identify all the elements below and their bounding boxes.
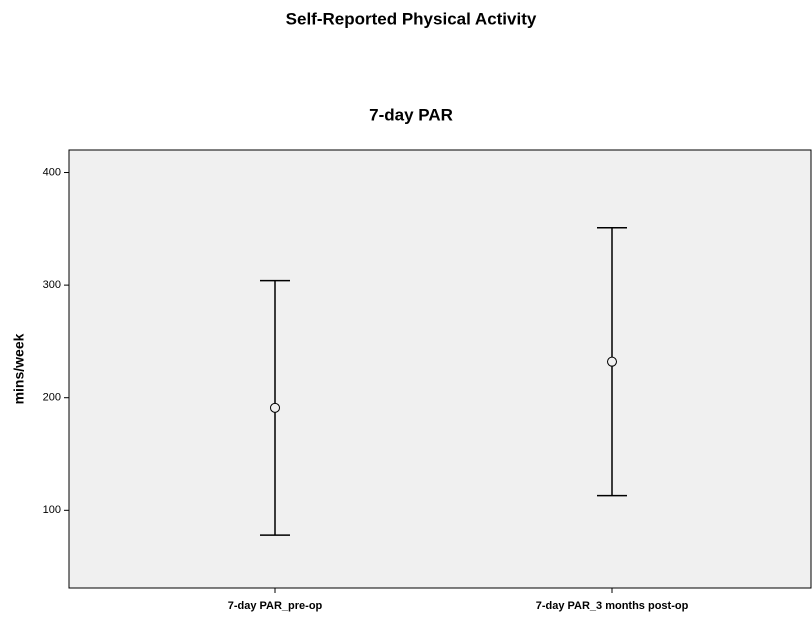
chart-subtitle: 7-day PAR: [369, 105, 453, 124]
x-tick-label: 7-day PAR_3 months post-op: [536, 600, 689, 612]
y-tick-label: 200: [43, 392, 61, 404]
mean-point: [270, 402, 280, 413]
x-tick-label: 7-day PAR_pre-op: [228, 600, 323, 612]
plot-area: [68, 149, 812, 589]
chart-title: Self-Reported Physical Activity: [286, 9, 537, 28]
y-tick-label: 400: [43, 166, 61, 178]
y-tick-label: 100: [43, 504, 61, 516]
y-axis-label: mins/week: [11, 333, 27, 404]
mean-point: [607, 356, 617, 367]
y-tick-label: 300: [43, 279, 61, 291]
